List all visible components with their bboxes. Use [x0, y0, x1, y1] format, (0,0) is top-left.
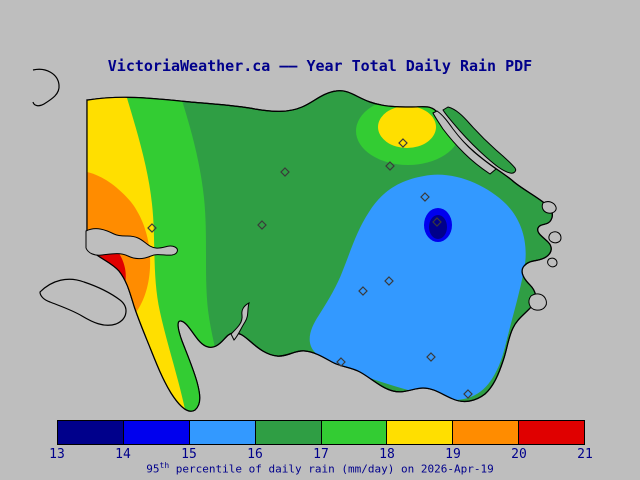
northeast-channel-water [432, 110, 497, 175]
colorbar-segment-13-14 [57, 420, 124, 445]
colorbar-tick-20: 20 [511, 447, 527, 462]
colorbar-segment-15-16 [188, 420, 256, 445]
station-marker [358, 286, 368, 296]
colorbar-tick-13: 13 [49, 447, 65, 462]
station-marker [420, 192, 430, 202]
station-marker [426, 352, 436, 362]
island-east-4 [528, 293, 547, 311]
colorbar-tick-16: 16 [247, 447, 263, 462]
colorbar-segment-17-18 [320, 420, 388, 445]
contour-15-16-southeast [309, 174, 526, 400]
colorbar [57, 420, 585, 445]
caption-superscript: th [159, 461, 170, 470]
station-markers [147, 138, 473, 399]
caption-rest: percentile of daily rain (mm/day) on 202… [169, 462, 494, 476]
colorbar-tick-17: 17 [313, 447, 329, 462]
northeast-peninsula-finger [442, 106, 517, 174]
colorbar-tick-21: 21 [577, 447, 593, 462]
contour-18-19-north-spot [378, 106, 436, 148]
island-east-1 [541, 201, 557, 214]
colorbar-tick-15: 15 [181, 447, 197, 462]
island-east-2 [548, 231, 562, 244]
caption-base: 95 [146, 462, 160, 476]
harbour-inlet-water [230, 302, 250, 341]
sooke-inlet-water [85, 228, 178, 260]
map-title: VictoriaWeather.ca –– Year Total Daily R… [107, 57, 533, 75]
station-marker [432, 217, 442, 227]
station-marker [336, 357, 346, 367]
colorbar-tick-18: 18 [379, 447, 395, 462]
colorbar-segment-14-15 [122, 420, 190, 445]
colorbar-segment-19-20 [452, 420, 520, 445]
colorbar-segment-16-17 [254, 420, 322, 445]
island-east-3 [547, 257, 558, 268]
colorbar-tick-19: 19 [445, 447, 461, 462]
station-marker [147, 223, 157, 233]
station-marker [280, 167, 290, 177]
colorbar-ticks: 13 14 15 16 17 18 19 20 21 [49, 447, 593, 462]
colorbar-segment-18-19 [386, 420, 454, 445]
station-marker [384, 276, 394, 286]
southwest-peninsula [39, 278, 127, 326]
station-marker [398, 138, 408, 148]
colorbar-tick-14: 14 [115, 447, 131, 462]
station-marker [463, 389, 473, 399]
topleft-coast-fragment [32, 68, 60, 107]
station-marker [257, 220, 267, 230]
colorbar-segment-20-21 [518, 420, 585, 445]
station-marker [385, 161, 395, 171]
colorbar-caption: 95th percentile of daily rain (mm/day) o… [0, 461, 640, 476]
